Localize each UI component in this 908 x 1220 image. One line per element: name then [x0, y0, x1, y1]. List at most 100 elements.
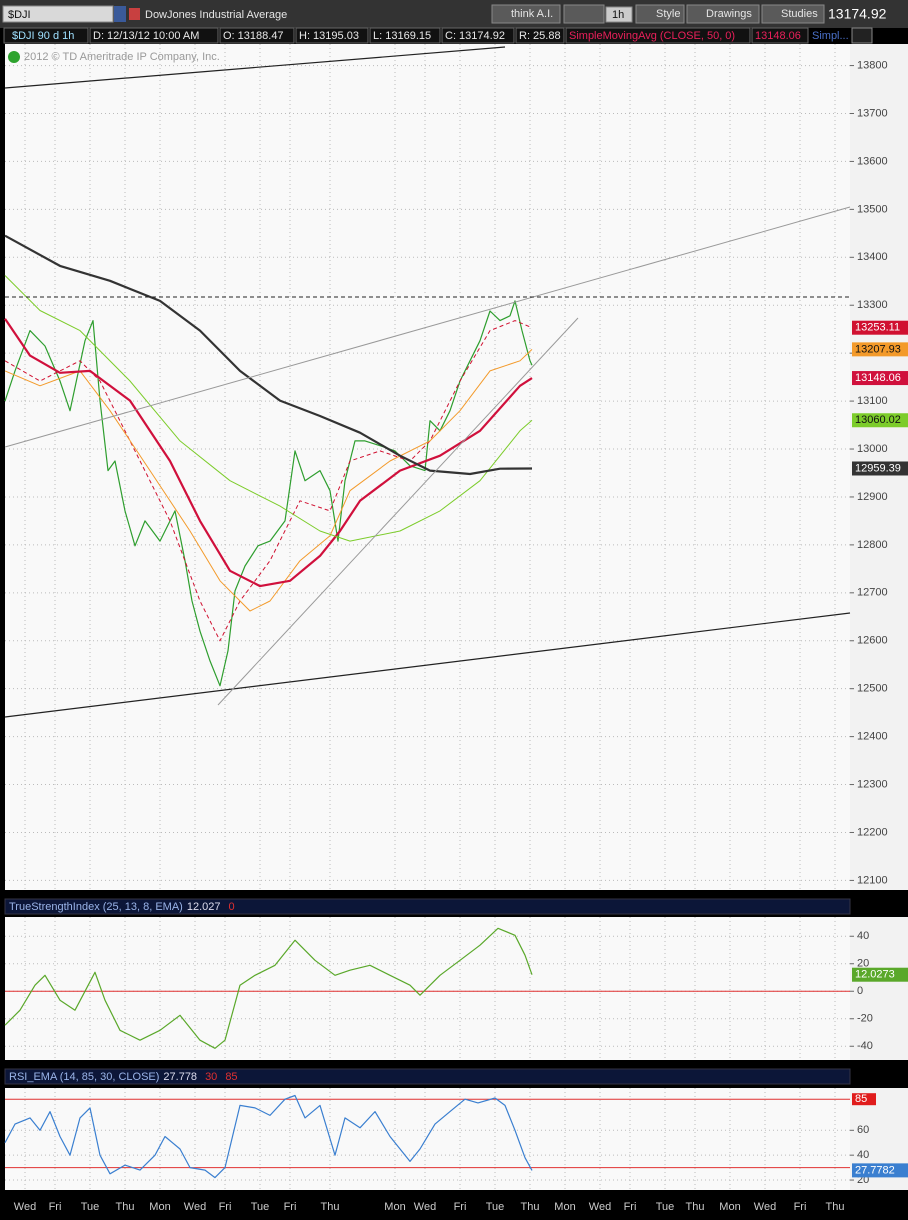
x-tick-label: Tue	[81, 1201, 100, 1213]
y-tick-label: 13100	[857, 395, 888, 407]
x-tick-label: Thu	[321, 1201, 340, 1213]
y-tick-label: 40	[857, 930, 869, 942]
study-more: Simpl...	[812, 30, 849, 42]
level-axis-label: 85	[855, 1093, 867, 1105]
button-label: Drawings	[706, 8, 752, 20]
drawing-button[interactable]	[851, 27, 873, 44]
x-tick-label: Fri	[794, 1201, 807, 1213]
low: L: 13169.15	[373, 30, 431, 42]
symbol-dropdown[interactable]	[114, 6, 126, 22]
x-tick-label: Wed	[14, 1201, 36, 1213]
x-tick-label: Fri	[49, 1201, 62, 1213]
last-value-box	[852, 342, 908, 357]
y-tick-label: 12200	[857, 826, 888, 838]
y-tick-label: 20	[857, 958, 869, 970]
last-value-box	[852, 967, 908, 982]
field	[3, 27, 89, 44]
watermark: 2012 © TD Ameritrade IP Company, Inc.	[24, 51, 220, 63]
symbol-icon[interactable]	[129, 8, 140, 20]
last-price: 13174.92	[828, 6, 887, 22]
x-tick-label: Tue	[486, 1201, 505, 1213]
field	[369, 27, 441, 44]
y-tick-label: 12400	[857, 731, 888, 743]
series-line	[4, 318, 533, 588]
y-tick-label: 12900	[857, 491, 888, 503]
close: C: 13174.92	[445, 30, 505, 42]
level-label: 85	[225, 1071, 237, 1083]
button[interactable]	[686, 4, 760, 24]
field	[89, 27, 219, 44]
tool-icons[interactable]	[563, 4, 605, 24]
y-tick-label: 0	[857, 985, 863, 997]
y-tick-label: 12700	[857, 587, 888, 599]
y-tick-label: 13700	[857, 107, 888, 119]
x-tick-label: Fri	[284, 1201, 297, 1213]
study: SimpleMovingAvg (CLOSE, 50, 0)	[569, 30, 735, 42]
level-label: 30	[205, 1071, 217, 1083]
chart-symbol: $DJI 90 d 1h	[12, 30, 74, 42]
y-tick-label: -40	[857, 1040, 873, 1052]
button[interactable]	[605, 6, 633, 23]
series-line	[4, 1094, 533, 1179]
x-tick-label: Tue	[656, 1201, 675, 1213]
last-value-box	[852, 371, 908, 386]
y-tick-label: 12800	[857, 539, 888, 551]
button-label: Studies	[781, 8, 818, 20]
level-box	[852, 1093, 876, 1106]
x-tick-label: Fri	[219, 1201, 232, 1213]
x-tick-label: Wed	[414, 1201, 436, 1213]
trend-line	[4, 206, 851, 448]
y-tick-label: 12500	[857, 683, 888, 695]
date: D: 12/13/12 10:00 AM	[93, 30, 199, 42]
y-tick-label: -20	[857, 1013, 873, 1025]
button-label: Style	[656, 8, 680, 20]
series-line	[4, 300, 533, 687]
description: DowJones Industrial Average	[145, 9, 287, 21]
field	[441, 27, 515, 44]
last-value-label: 13060.02	[855, 414, 901, 426]
drawings	[4, 46, 851, 718]
x-tick-label: Thu	[686, 1201, 705, 1213]
last-value-label: 12.0273	[855, 969, 895, 981]
y-tick-label: 13300	[857, 299, 888, 311]
series-line	[4, 320, 533, 642]
y-tick-label: 60	[857, 1124, 869, 1136]
x-tick-label: Tue	[251, 1201, 270, 1213]
open: O: 13188.47	[223, 30, 284, 42]
y-tick-label: 13400	[857, 251, 888, 263]
y-tick-label: 12300	[857, 778, 888, 790]
field	[751, 27, 809, 44]
plot-area	[5, 44, 850, 890]
x-tick-label: Thu	[521, 1201, 540, 1213]
button-label: 1h	[612, 9, 624, 21]
symbol-input[interactable]	[2, 5, 114, 23]
trend-line	[217, 317, 579, 706]
button[interactable]	[635, 4, 685, 24]
symbol: $DJI	[8, 9, 31, 21]
y-tick-label: 40	[857, 1149, 869, 1161]
last-value-label: 13207.93	[855, 343, 901, 355]
x-tick-label: Mon	[719, 1201, 740, 1213]
study-value: 12.027	[187, 901, 221, 913]
study-header	[4, 1068, 851, 1085]
plots: 1380013700136001350013400133001320013100…	[4, 44, 908, 1213]
x-tick-label: Fri	[624, 1201, 637, 1213]
trend-line	[4, 612, 851, 718]
y-tick-label: 12600	[857, 635, 888, 647]
last-value-label: 27.7782	[855, 1164, 895, 1176]
x-tick-label: Wed	[184, 1201, 206, 1213]
field	[295, 27, 369, 44]
x-tick-label: Mon	[554, 1201, 575, 1213]
field	[219, 27, 295, 44]
x-tick-label: Thu	[826, 1201, 845, 1213]
y-tick-label: 12100	[857, 874, 888, 886]
button[interactable]	[761, 4, 825, 24]
x-tick-label: Fri	[454, 1201, 467, 1213]
series-line	[4, 927, 533, 1049]
last-value-box	[852, 320, 908, 335]
x-tick-label: Wed	[589, 1201, 611, 1213]
button[interactable]	[491, 4, 561, 24]
range: R: 25.88	[519, 30, 561, 42]
study-value: 27.778	[163, 1071, 197, 1083]
